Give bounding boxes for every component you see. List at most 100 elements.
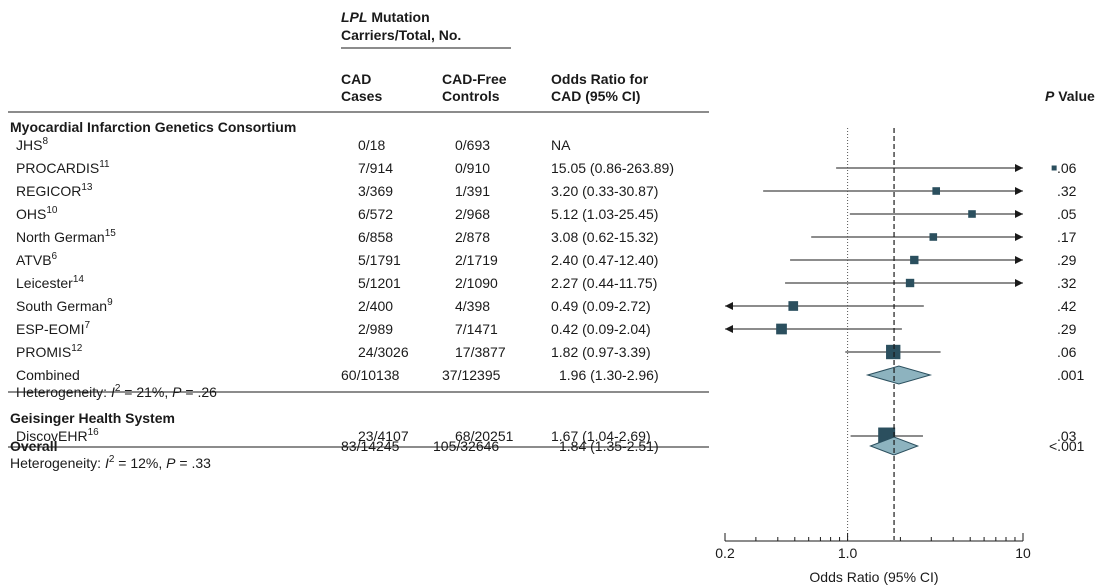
col-cases-line2: Cases: [341, 88, 382, 104]
p-value: .03: [1057, 428, 1077, 444]
controls-value: 37/12395: [442, 367, 501, 383]
odds-ratio-value: 0.49 (0.09-2.72): [551, 298, 651, 314]
controls-value: 1/391: [455, 183, 490, 199]
summary-diamond: [869, 436, 920, 456]
controls-value: 2/1719: [455, 252, 498, 268]
arrow-right-icon: [1015, 279, 1023, 287]
controls-value: 2/968: [455, 206, 490, 222]
p-value: .29: [1057, 252, 1077, 268]
p-value: .001: [1057, 367, 1084, 383]
overall-label: Overall: [10, 438, 57, 454]
odds-ratio-value: 2.27 (0.44-11.75): [551, 275, 657, 291]
p-value: .32: [1057, 183, 1077, 199]
odds-ratio-value: 1.67 (1.04-2.69): [551, 428, 651, 444]
point-estimate-marker: [788, 301, 799, 311]
controls-value: 2/1090: [455, 275, 498, 291]
x-tick-label: 0.2: [715, 545, 735, 561]
x-tick-label: 10: [1015, 545, 1031, 561]
p-value: .17: [1057, 229, 1077, 245]
study-label: North German15: [16, 228, 116, 245]
cases-value: 23/4107: [358, 428, 409, 444]
cases-value: 0/18: [358, 137, 385, 153]
arrow-right-icon: [1015, 210, 1023, 218]
p-value: .06: [1057, 160, 1077, 176]
cases-value: 7/914: [358, 160, 393, 176]
p-value: .29: [1057, 321, 1077, 337]
arrow-right-icon: [1015, 164, 1023, 172]
odds-ratio-value: NA: [551, 137, 571, 153]
p-value: .06: [1057, 344, 1077, 360]
study-label: Leicester14: [16, 274, 84, 291]
table-rows: Myocardial Infarction Genetics Consortiu…: [8, 119, 1085, 471]
study-label: ESP-EOMI7: [16, 320, 90, 337]
combined-label: Combined: [16, 367, 80, 383]
cases-value: 2/400: [358, 298, 393, 314]
cases-value: 5/1791: [358, 252, 401, 268]
odds-ratio-value: 15.05 (0.86-263.89): [551, 160, 674, 176]
odds-ratio-value: 1.82 (0.97-3.39): [551, 344, 651, 360]
point-estimate-marker: [886, 344, 901, 360]
cases-value: 83/14245: [341, 438, 400, 454]
col-or-line1: Odds Ratio for: [551, 71, 649, 87]
study-label: JHS8: [16, 136, 48, 153]
arrow-right-icon: [1015, 256, 1023, 264]
study-label: OHS10: [16, 205, 58, 222]
arrow-right-icon: [1015, 187, 1023, 195]
col-or-line2: CAD (95% CI): [551, 88, 640, 104]
controls-value: 2/878: [455, 229, 490, 245]
controls-value: 7/1471: [455, 321, 498, 337]
point-estimate-marker: [929, 233, 938, 241]
p-value: .32: [1057, 275, 1077, 291]
arrow-right-icon: [1015, 233, 1023, 241]
study-label: REGICOR13: [16, 182, 93, 199]
controls-value: 68/20251: [455, 428, 514, 444]
col-cases-line1: CAD: [341, 71, 371, 87]
point-estimate-marker: [910, 255, 919, 265]
cases-value: 6/572: [358, 206, 393, 222]
controls-value: 0/693: [455, 137, 490, 153]
arrow-left-icon: [725, 325, 733, 333]
cases-value: 5/1201: [358, 275, 401, 291]
controls-value: 105/32646: [433, 438, 499, 454]
cases-value: 3/369: [358, 183, 393, 199]
p-value: .05: [1057, 206, 1077, 222]
odds-ratio-value: 1.96 (1.30-2.96): [559, 367, 659, 383]
study-label: ATVB6: [16, 251, 58, 268]
odds-ratio-value: 0.42 (0.09-2.04): [551, 321, 651, 337]
controls-value: 17/3877: [455, 344, 506, 360]
point-estimate-marker: [905, 278, 915, 288]
carriers-title: LPL Mutation: [341, 9, 430, 25]
carriers-subtitle: Carriers/Total, No.: [341, 27, 461, 43]
odds-ratio-value: 2.40 (0.47-12.40): [551, 252, 658, 268]
group-header: Myocardial Infarction Genetics Consortiu…: [10, 119, 296, 135]
controls-value: 4/398: [455, 298, 490, 314]
point-estimate-marker: [968, 210, 976, 218]
point-estimate-marker: [776, 323, 787, 335]
col-controls-line1: CAD-Free: [442, 71, 507, 87]
controls-value: 0/910: [455, 160, 490, 176]
cases-value: 2/989: [358, 321, 393, 337]
x-axis-label: Odds Ratio (95% CI): [809, 569, 938, 585]
study-label: PROMIS12: [16, 343, 83, 360]
cases-value: 24/3026: [358, 344, 409, 360]
study-label: South German9: [16, 297, 113, 314]
arrow-left-icon: [725, 302, 733, 310]
heterogeneity-text: Heterogeneity: I2 = 12%, P = .33: [10, 454, 211, 471]
study-label: DiscovEHR16: [16, 427, 99, 444]
col-pvalue: P Value: [1045, 88, 1095, 104]
col-controls-line2: Controls: [442, 88, 500, 104]
odds-ratio-value: 3.08 (0.62-15.32): [551, 229, 658, 245]
table-header: LPL Mutation Carriers/Total, No. CAD Cas…: [8, 9, 1095, 113]
point-estimate-marker: [1051, 165, 1057, 171]
x-tick-label: 1.0: [838, 545, 858, 561]
cases-value: 60/10138: [341, 367, 400, 383]
odds-ratio-value: 1.84 (1.35-2.51): [559, 438, 659, 454]
study-label: PROCARDIS11: [16, 159, 110, 176]
point-estimate-marker: [932, 187, 941, 195]
summary-diamond: [865, 365, 933, 385]
cases-value: 6/858: [358, 229, 393, 245]
group-header: Geisinger Health System: [10, 410, 175, 426]
plot-area: 0.2 1.0 10 Odds Ratio (95% CI): [715, 128, 1057, 585]
p-value: <.001: [1049, 438, 1085, 454]
